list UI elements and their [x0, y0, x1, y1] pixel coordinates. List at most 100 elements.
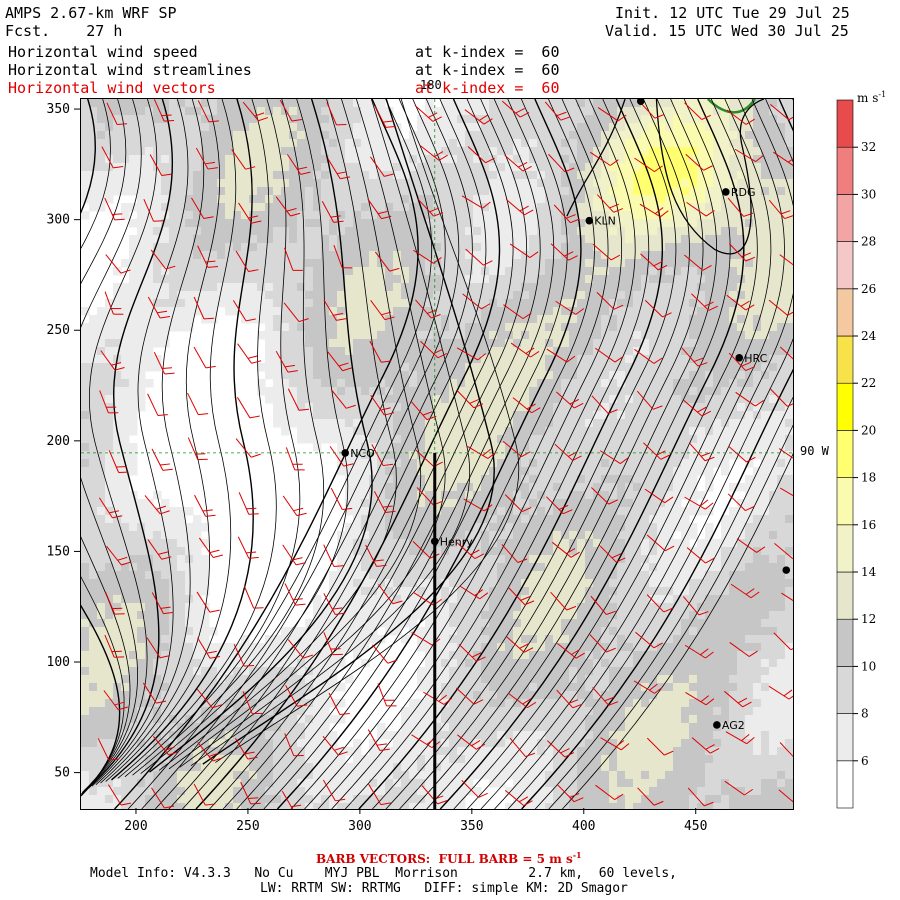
- speed-cell: [401, 715, 410, 724]
- speed-cell: [137, 795, 146, 804]
- speed-cell: [481, 451, 490, 460]
- speed-cell: [305, 299, 314, 308]
- speed-cell: [505, 539, 514, 548]
- speed-cell: [497, 691, 506, 700]
- speed-cell: [569, 723, 578, 732]
- speed-cell: [129, 499, 138, 508]
- speed-cell: [233, 251, 242, 260]
- speed-cell: [145, 675, 154, 684]
- speed-cell: [161, 275, 170, 284]
- speed-cell: [185, 707, 194, 716]
- speed-cell: [425, 435, 434, 444]
- speed-cell: [537, 795, 546, 804]
- speed-cell: [273, 779, 282, 788]
- speed-cell: [585, 595, 594, 604]
- speed-cell: [161, 323, 170, 332]
- speed-cell: [113, 307, 122, 316]
- speed-cell: [169, 667, 178, 676]
- speed-cell: [153, 267, 162, 276]
- speed-cell: [89, 203, 98, 212]
- speed-cell: [457, 755, 466, 764]
- speed-cell: [209, 123, 218, 132]
- speed-cell: [305, 427, 314, 436]
- speed-cell: [369, 627, 378, 636]
- speed-cell: [337, 715, 346, 724]
- speed-cell: [265, 651, 274, 660]
- speed-cell: [225, 643, 234, 652]
- speed-cell: [161, 643, 170, 652]
- speed-cell: [601, 531, 610, 540]
- speed-cell: [473, 443, 482, 452]
- speed-cell: [457, 603, 466, 612]
- speed-cell: [497, 339, 506, 348]
- speed-cell: [281, 331, 290, 340]
- speed-cell: [417, 595, 426, 604]
- speed-cell: [473, 643, 482, 652]
- speed-cell: [201, 523, 210, 532]
- speed-cell: [377, 747, 386, 756]
- speed-cell: [329, 619, 338, 628]
- speed-cell: [433, 387, 442, 396]
- speed-cell: [361, 659, 370, 668]
- speed-cell: [209, 99, 218, 108]
- speed-cell: [465, 139, 474, 148]
- speed-cell: [89, 491, 98, 500]
- speed-cell: [593, 499, 602, 508]
- speed-cell: [529, 355, 538, 364]
- speed-cell: [321, 227, 330, 236]
- speed-cell: [417, 467, 426, 476]
- speed-cell: [601, 339, 610, 348]
- speed-cell: [425, 475, 434, 484]
- speed-cell: [449, 315, 458, 324]
- speed-cell: [409, 739, 418, 748]
- speed-cell: [465, 403, 474, 412]
- speed-cell: [609, 107, 618, 116]
- speed-cell: [521, 563, 530, 572]
- speed-cell: [257, 379, 266, 388]
- speed-cell: [433, 195, 442, 204]
- speed-cell: [545, 355, 554, 364]
- speed-cell: [433, 235, 442, 244]
- speed-cell: [513, 283, 522, 292]
- speed-cell: [537, 675, 546, 684]
- speed-cell: [193, 155, 202, 164]
- speed-cell: [417, 667, 426, 676]
- speed-cell: [353, 451, 362, 460]
- speed-cell: [185, 115, 194, 124]
- speed-cell: [513, 355, 522, 364]
- speed-cell: [601, 139, 610, 148]
- speed-cell: [585, 355, 594, 364]
- speed-cell: [281, 227, 290, 236]
- speed-cell: [513, 475, 522, 484]
- speed-cell: [577, 691, 586, 700]
- speed-cell: [425, 283, 434, 292]
- speed-cell: [233, 235, 242, 244]
- speed-cell: [489, 603, 498, 612]
- speed-cell: [441, 771, 450, 780]
- speed-cell: [97, 787, 106, 796]
- speed-cell: [129, 715, 138, 724]
- speed-cell: [81, 579, 90, 588]
- speed-cell: [225, 155, 234, 164]
- speed-cell: [337, 123, 346, 132]
- speed-cell: [457, 627, 466, 636]
- speed-cell: [369, 155, 378, 164]
- speed-cell: [561, 187, 570, 196]
- speed-cell: [553, 707, 562, 716]
- speed-cell: [257, 291, 266, 300]
- speed-cell: [481, 707, 490, 716]
- speed-cell: [473, 139, 482, 148]
- speed-cell: [81, 723, 90, 732]
- speed-cell: [449, 739, 458, 748]
- speed-cell: [457, 299, 466, 308]
- speed-cell: [177, 715, 186, 724]
- speed-cell: [577, 459, 586, 468]
- speed-cell: [537, 275, 546, 284]
- speed-cell: [569, 331, 578, 340]
- speed-cell: [465, 515, 474, 524]
- speed-cell: [81, 499, 90, 508]
- speed-cell: [289, 387, 298, 396]
- speed-cell: [529, 739, 538, 748]
- speed-cell: [441, 499, 450, 508]
- speed-cell: [513, 435, 522, 444]
